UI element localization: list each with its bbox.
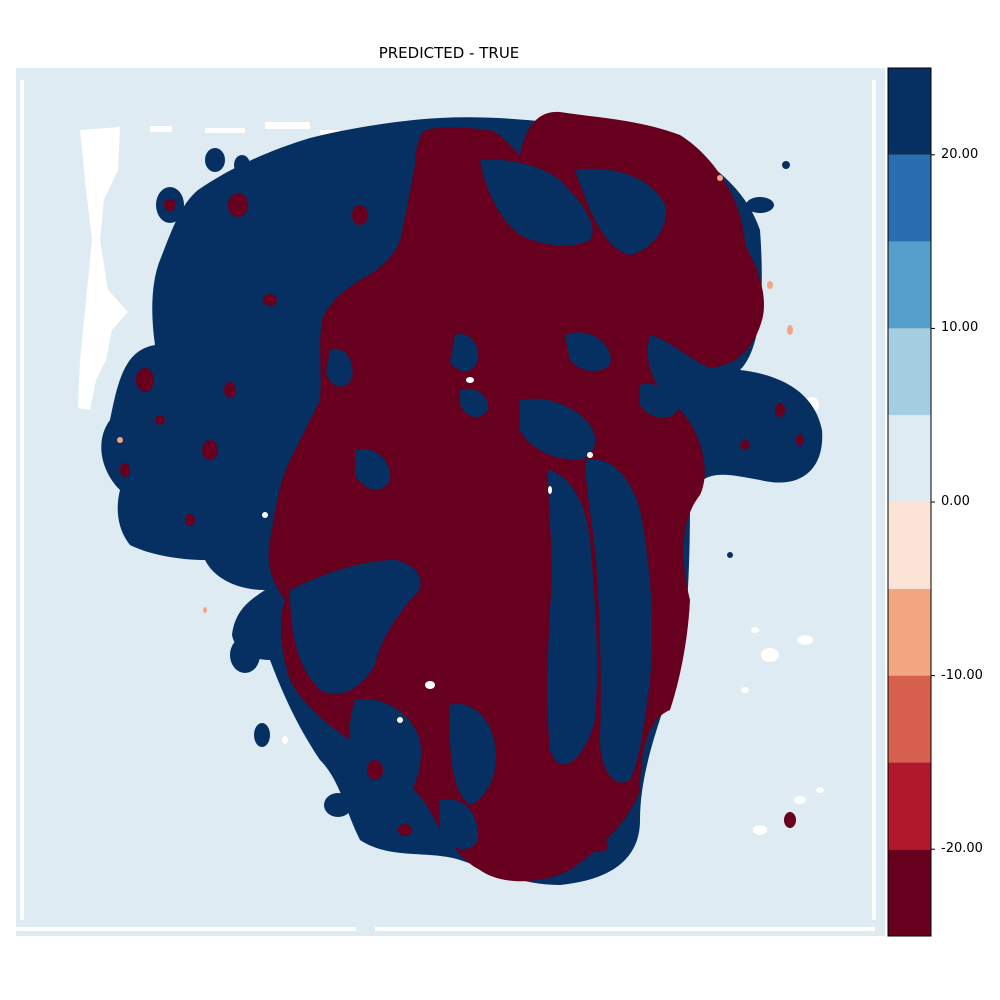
colorbar-tick-label: -10.00 [941, 667, 983, 683]
no-data-region [78, 127, 128, 410]
overpredicted-patches [290, 159, 679, 850]
colorbar-band [888, 241, 931, 329]
colorbar-band [888, 849, 931, 936]
colorbar-band [888, 328, 931, 416]
colorbar-tick-label: 10.00 [941, 320, 979, 336]
light-speckles [117, 175, 793, 613]
no-data-specks [16, 80, 876, 931]
colorbar-tick-label: 0.00 [941, 494, 970, 509]
colorbar [887, 67, 935, 937]
colorbar-band [888, 154, 931, 242]
colorbar-band [888, 588, 931, 676]
colorbar-tick-label: -20.00 [941, 841, 983, 857]
underpredicted-speckles [120, 193, 804, 852]
colorbar-band [888, 762, 931, 850]
white-speckles [262, 377, 593, 744]
colorbar-band [888, 415, 931, 502]
colorbar-band [888, 502, 931, 589]
overpredicted-islands [156, 132, 790, 817]
colorbar-band [888, 675, 931, 763]
chart-title: PREDICTED - TRUE [378, 44, 520, 62]
heatmap-plot-area [16, 68, 885, 936]
colorbar-tick-label: 20.00 [941, 146, 979, 162]
colorbar-band [888, 68, 931, 155]
